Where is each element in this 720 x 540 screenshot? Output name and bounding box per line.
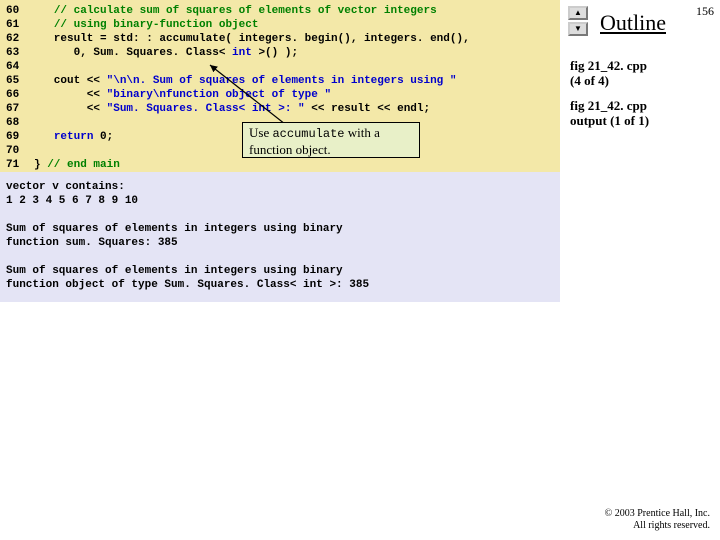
caption1-line2: (4 of 4) xyxy=(570,73,609,88)
code-line: 67 << "Sum. Squares. Class< int >: " << … xyxy=(6,102,554,116)
caption1-line1: fig 21_42. cpp xyxy=(570,58,647,73)
callout-box: Use accumulate with a function object. xyxy=(242,122,420,158)
outline-title: Outline xyxy=(600,10,666,36)
code-line: 66 << "binary\nfunction object of type " xyxy=(6,88,554,102)
code-line: 61 // using binary-function object xyxy=(6,18,554,32)
nav-up-button[interactable]: ▲ xyxy=(568,6,588,20)
callout-mono: accumulate xyxy=(272,127,344,141)
copyright-line2: All rights reserved. xyxy=(633,520,710,531)
code-line: 64 xyxy=(6,60,554,74)
copyright: © 2003 Prentice Hall, Inc. All rights re… xyxy=(605,508,710,532)
code-line: 71} // end main xyxy=(6,158,554,172)
caption2-line2: output (1 of 1) xyxy=(570,113,649,128)
callout-text-before: Use xyxy=(249,125,272,140)
nav-buttons: ▲ ▼ xyxy=(568,6,588,36)
right-panel: ▲ ▼ Outline 156 fig 21_42. cpp (4 of 4) … xyxy=(560,0,720,540)
code-line: 60 // calculate sum of squares of elemen… xyxy=(6,4,554,18)
code-line: 65 cout << "\n\n. Sum of squares of elem… xyxy=(6,74,554,88)
copyright-line1: © 2003 Prentice Hall, Inc. xyxy=(605,508,710,519)
file-caption-2: fig 21_42. cpp output (1 of 1) xyxy=(570,98,649,128)
code-line: 62 result = std: : accumulate( integers.… xyxy=(6,32,554,46)
file-caption-1: fig 21_42. cpp (4 of 4) xyxy=(570,58,647,88)
page-number: 156 xyxy=(696,4,714,19)
output-block: vector v contains: 1 2 3 4 5 6 7 8 9 10 … xyxy=(0,172,560,302)
caption2-line1: fig 21_42. cpp xyxy=(570,98,647,113)
nav-down-button[interactable]: ▼ xyxy=(568,22,588,36)
code-line: 63 0, Sum. Squares. Class< int >() ); xyxy=(6,46,554,60)
